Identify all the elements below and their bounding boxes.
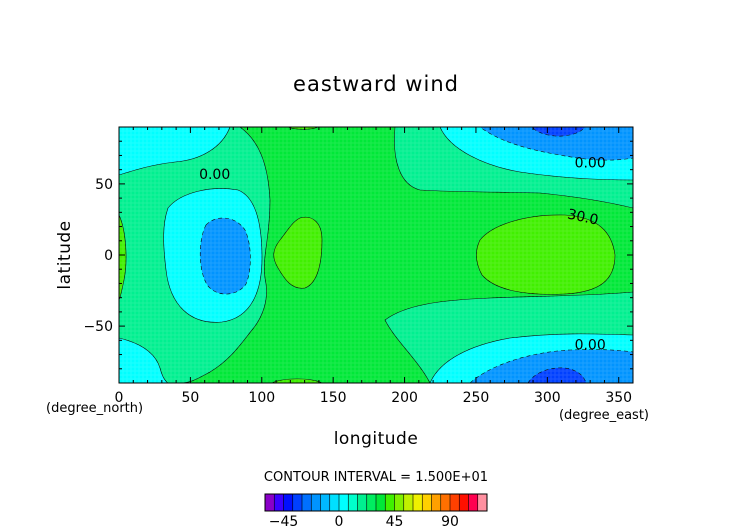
band-30-45-east — [476, 214, 616, 295]
colorbar-swatch — [292, 494, 303, 511]
colorbar-swatch — [403, 494, 414, 511]
y-tick-label: 50 — [95, 177, 113, 193]
colorbar-swatch — [283, 494, 294, 511]
colorbar-swatch — [366, 494, 377, 511]
band-neg30-north — [531, 127, 586, 137]
x-units-label: (degree_east) — [559, 408, 649, 423]
colorbar-swatch — [385, 494, 395, 511]
x-tick-label: 200 — [391, 390, 418, 406]
colorbar-swatch — [431, 494, 442, 511]
x-tick-label: 100 — [248, 390, 275, 406]
contour-label: 0.00 — [199, 167, 230, 183]
y-axis-label: latitude — [55, 220, 75, 289]
colorbar-swatch — [320, 494, 331, 511]
colorbar-swatch — [450, 494, 460, 511]
colorbar-tick-label: −45 — [269, 514, 299, 530]
x-tick-label: 300 — [534, 390, 561, 406]
band-neg-southwest — [119, 337, 169, 383]
band-neg-northwest — [119, 127, 231, 176]
colorbar-swatch — [376, 494, 386, 511]
contour-label: 0.00 — [575, 156, 606, 172]
colorbar-swatch — [394, 494, 405, 511]
y-axis: −50 0 50 — [83, 140, 633, 370]
colorbar-swatch — [265, 494, 275, 511]
colorbar-swatch — [440, 494, 451, 511]
colorbar — [264, 493, 488, 512]
contour-label: 0.00 — [575, 338, 606, 354]
colorbar-tick-label: 45 — [386, 514, 404, 530]
colorbar-swatch — [422, 494, 432, 511]
contour-labels: 0.00 0.00 30.0 0.00 — [199, 156, 606, 354]
colorbar-swatch — [468, 494, 479, 511]
band-neg30-south — [527, 367, 587, 383]
colorbar-frame — [264, 493, 488, 512]
y-tick-label: −50 — [83, 319, 113, 335]
colorbar-swatch — [459, 494, 469, 511]
colorbar-swatch — [348, 494, 358, 511]
y-units-label: (degree_north) — [46, 401, 143, 416]
grid-texture — [119, 127, 633, 383]
colorbar-swatch — [477, 494, 488, 511]
colorbar-swatch — [413, 494, 423, 511]
colorbar-swatch — [274, 494, 284, 511]
y-tick-label: 0 — [104, 248, 113, 264]
colorbar-swatch — [329, 494, 340, 511]
colorbar-swatch — [339, 494, 349, 511]
x-axis: 0 50 100 150 200 250 300 350 — [115, 127, 632, 406]
chart-title: eastward wind — [293, 72, 459, 96]
x-tick-label: 0 — [115, 390, 124, 406]
band-neg15-southeast — [469, 349, 633, 383]
band-30-45-center — [273, 216, 323, 289]
x-tick-label: 150 — [320, 390, 347, 406]
colorbar-swatch — [357, 494, 368, 511]
colorbar-ticks: −45 0 45 90 — [269, 514, 459, 530]
x-axis-label: longitude — [334, 429, 419, 449]
contour-label: 30.0 — [566, 207, 600, 229]
colorbar-tick-label: 0 — [335, 514, 344, 530]
contour-field — [119, 127, 633, 383]
colorbar-swatch — [311, 494, 321, 511]
contour-interval-label: CONTOUR INTERVAL = 1.500E+01 — [264, 470, 488, 485]
band-neg15-west — [199, 217, 251, 295]
colorbar-swatch — [302, 494, 312, 511]
colorbar-tick-label: 90 — [441, 514, 459, 530]
x-tick-label: 350 — [605, 390, 632, 406]
band-neg15-northeast — [479, 127, 633, 161]
x-tick-label: 50 — [181, 390, 199, 406]
x-tick-label: 250 — [463, 390, 490, 406]
